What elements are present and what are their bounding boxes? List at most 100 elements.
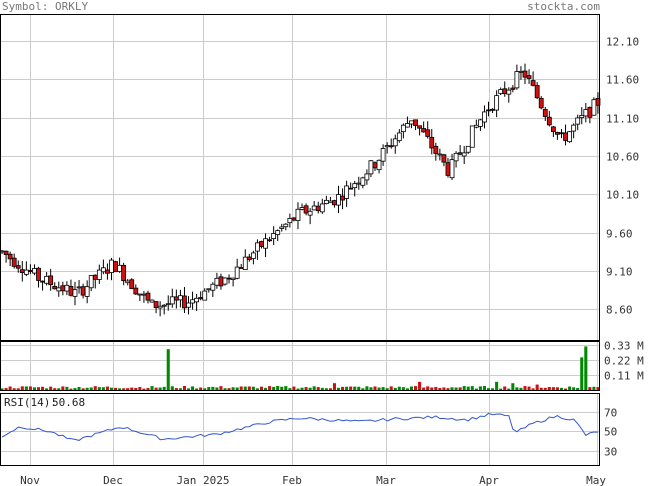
candle-body [165,303,171,306]
volume-bar [588,387,592,390]
candle-body [336,194,341,206]
volume-bar [527,386,531,390]
candle-body [340,195,345,201]
volume-bar [369,387,373,390]
candle-body [92,274,98,280]
volume-bar [328,388,332,390]
volume-bar [393,387,397,390]
volume-bar [499,388,503,390]
candle-body [246,256,252,261]
volume-bar [255,388,259,390]
rsi-label: RSI(14): [4,396,57,409]
candle-body [388,145,394,148]
candle-body [218,276,224,287]
candle-body [105,269,110,274]
volume-bar [426,386,430,390]
volume-bar [118,388,122,390]
rsi-value: 50.68 [52,396,85,409]
volume-bar [178,388,182,390]
volume-bar [316,387,320,390]
volume-bar [203,388,207,390]
volume-bar [219,386,223,390]
candle-body [591,99,597,116]
candle-body [117,264,122,272]
candle-body [84,286,90,297]
candle-body [360,177,366,186]
candle-body [15,265,21,269]
symbol-label: Symbol: ORKLY [2,0,89,13]
volume-bar [239,386,243,390]
volume-bar [77,386,81,390]
volume-bar [174,388,178,390]
candle-body [356,182,362,185]
candle-body [526,75,532,79]
candle-body [11,257,17,267]
volume-bar [28,386,32,390]
price-candles [0,63,601,317]
volume-bar [215,387,219,390]
volume-bar [332,383,336,390]
volume-bar [268,386,272,390]
candle-body [425,129,431,137]
x-tick-label: Feb [282,474,302,486]
candle-body [226,277,232,280]
volume-bar [182,385,186,390]
volume-bar [259,386,264,390]
volume-bar [568,386,572,390]
volume-bar [142,388,146,390]
volume-bar [114,387,118,390]
candle-body [429,136,435,149]
volume-bar [41,386,45,390]
volume-bar [146,388,150,390]
candle-body [530,80,536,86]
candle-body [129,279,135,290]
volume-bar [24,386,28,390]
candle-body [178,295,183,301]
volume-bar [12,388,16,390]
candle-body [60,285,66,292]
candle-body [141,293,147,296]
candle-body [153,301,159,309]
volume-bar [353,386,357,390]
candle-body [173,296,179,301]
volume-bar [20,386,24,390]
volume-bars [0,346,600,390]
volume-tick-label: 0.33 M [604,340,644,353]
candle-body [449,159,455,179]
candle-body [559,132,564,135]
volume-bar [264,387,268,390]
volume-bar [515,387,519,390]
candle-body [182,295,187,309]
candle-body [461,152,467,157]
volume-bar [357,386,361,390]
volume-bar [474,388,478,390]
volume-bar [324,388,328,390]
volume-bar [191,386,195,390]
volume-bar [105,386,109,390]
candle-body [121,264,127,282]
price-axis-ticks: 8.60 9.10 9.60 10.10 10.60 11.10 11.60 12.10 [606,36,639,317]
rsi-axis-ticks: 30 50 70 [604,407,617,459]
candle-body [433,145,439,154]
candle-body [555,132,560,135]
volume-bar [85,387,89,390]
rsi-line [1,412,599,441]
candle-body [40,280,45,283]
candle-body [417,125,422,129]
candle-body [478,119,483,127]
candle-body [482,111,487,123]
candle-body [396,132,402,142]
volume-bar [276,386,280,390]
candle-body [473,124,479,128]
price-tick-label: 8.60 [606,304,633,317]
candle-body [250,252,256,259]
candle-body [76,286,82,289]
volume-bar [284,386,288,390]
volume-bar [186,388,191,390]
candle-body [72,289,78,297]
volume-bar [122,388,126,390]
volume-bar [397,386,401,390]
volume-bar [32,387,36,390]
candle-body [214,277,220,286]
